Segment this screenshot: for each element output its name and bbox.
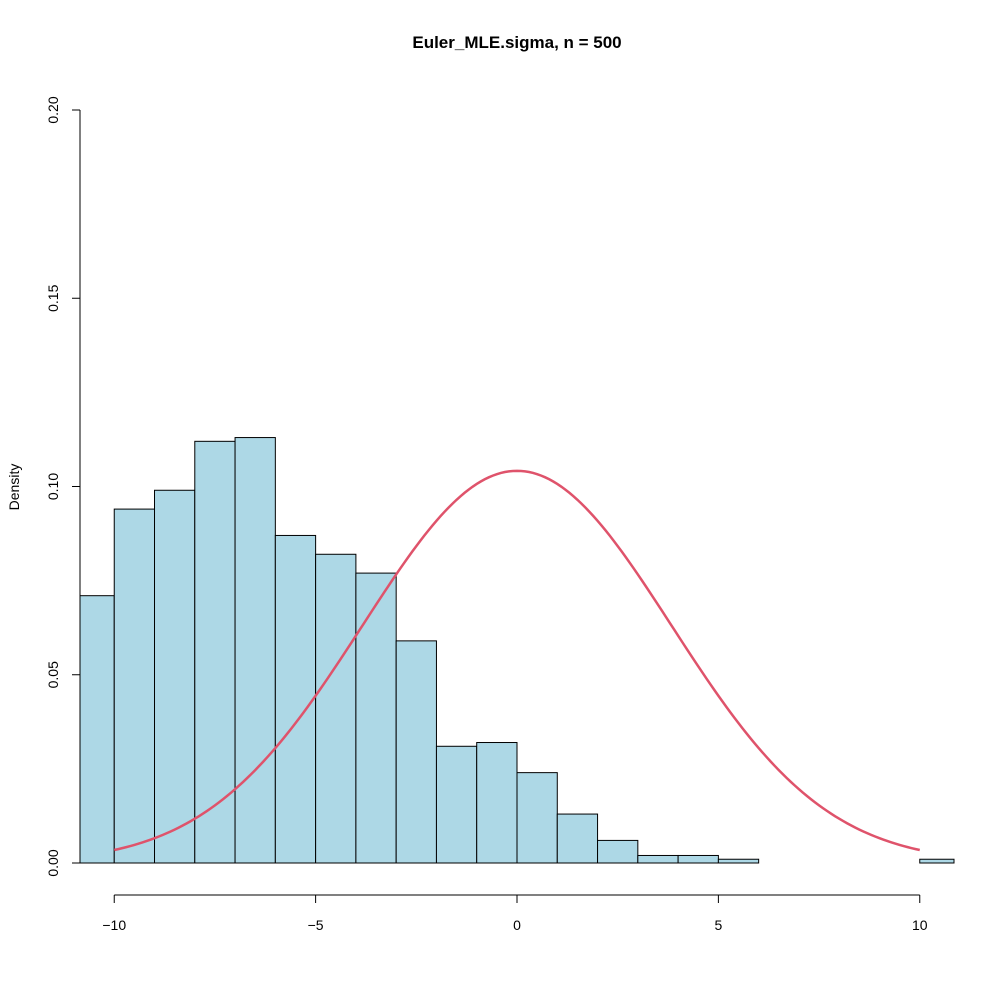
y-tick-label: 0.00 [45,849,61,876]
histogram-bar-9 [435,745,478,864]
x-tick-label: 5 [714,917,722,933]
y-axis: 0.00 0.05 0.10 0.15 0.20 [45,96,81,877]
histogram-bar-4 [234,437,276,864]
x-tick-label: −10 [102,917,126,933]
histogram-bar-7 [355,572,397,864]
histogram-bar-6 [315,553,357,864]
x-tick-label: 0 [513,917,521,933]
y-tick-label: 0.15 [45,284,61,311]
y-tick-label: 0.05 [45,661,61,688]
histogram-bar-11 [516,772,558,864]
x-axis: −10 −5 0 5 10 [102,894,928,933]
histogram-bar-2 [154,489,196,864]
histogram-bar-14 [637,854,679,864]
histogram-bar-21 [919,858,955,864]
histogram-bar-13 [597,839,639,864]
histogram-bar-8 [395,640,437,864]
histogram-bar-1 [113,508,156,864]
y-axis-title: Density [6,464,22,511]
histogram-bar-3 [194,440,236,864]
x-tick-label: 10 [912,917,928,933]
chart-title: Euler_MLE.sigma, n = 500 [412,33,621,52]
y-tick-label: 0.20 [45,96,61,123]
histogram-bar-15 [677,854,719,864]
density-curve [113,469,921,852]
y-tick-label: 0.10 [45,473,61,500]
x-tick-label: −5 [308,917,324,933]
histogram-bar-0 [79,595,115,864]
histogram-bar-5 [274,534,317,864]
histogram-bars [79,437,955,864]
histogram-bar-12 [556,813,599,864]
histogram-bar-16 [717,858,760,864]
histogram-bar-10 [476,742,518,864]
